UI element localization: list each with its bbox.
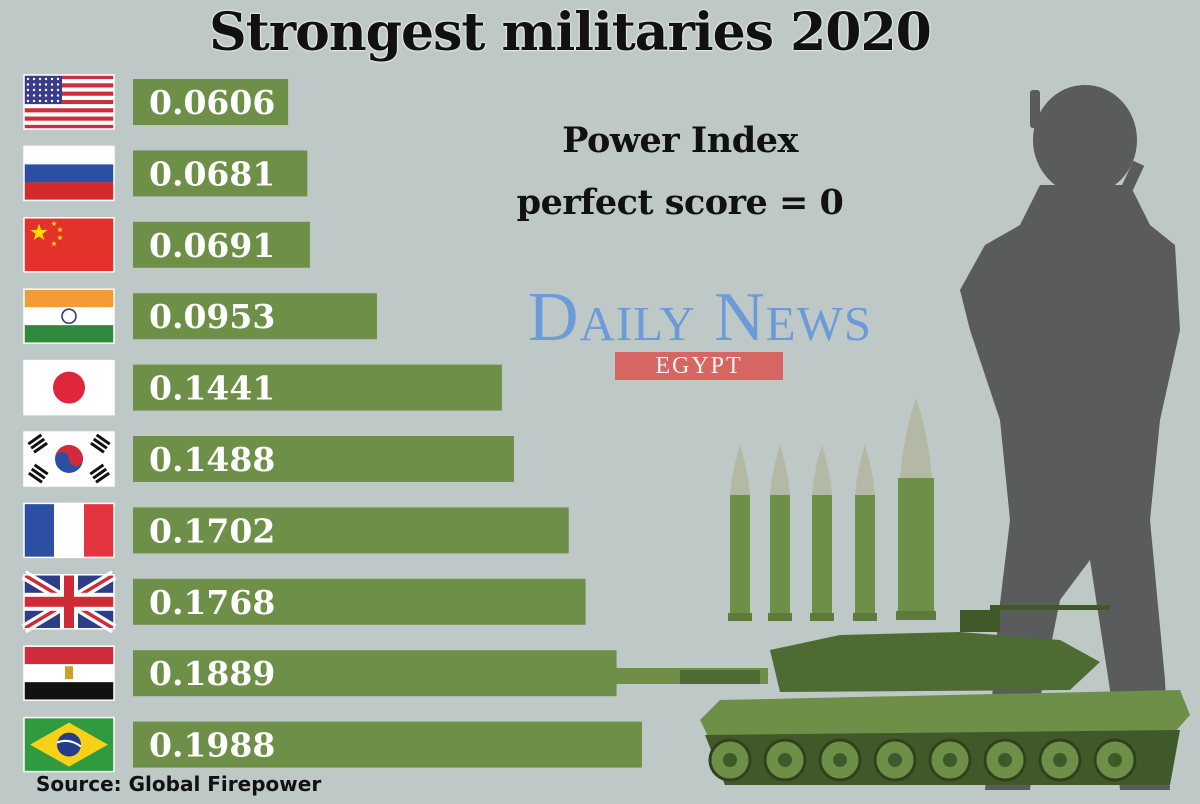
flags xyxy=(21,74,117,773)
brand-logo: Daily News xyxy=(527,279,873,356)
flag-usa xyxy=(23,74,115,130)
flag-india xyxy=(23,288,115,344)
bar xyxy=(133,221,310,268)
bar xyxy=(133,721,642,768)
bar xyxy=(133,507,569,554)
bar xyxy=(133,650,617,697)
source-note: Source: Global Firepower xyxy=(36,772,322,796)
bars: 0.0606 0.0681 0.0691 0.0953 0.1441 0.1488 0.17… xyxy=(133,79,642,768)
bar-value-label: 0.0681 xyxy=(149,154,275,193)
brand-sub-badge: EGYPT xyxy=(615,352,783,380)
bar-value-label: 0.0606 xyxy=(149,83,275,122)
bar xyxy=(133,150,308,197)
flag-france xyxy=(23,502,115,559)
bar-value-label: 0.1441 xyxy=(149,369,275,408)
flag-russia xyxy=(23,145,115,202)
flag-japan xyxy=(23,359,115,416)
ammunition-rounds xyxy=(728,398,936,621)
tank-wheels xyxy=(708,738,1137,782)
chart-subtitle: Power Index perfect score = 0 xyxy=(470,110,890,234)
bar-value-label: 0.1768 xyxy=(149,583,275,622)
flag-egypt xyxy=(23,645,115,701)
subtitle-line-2: perfect score = 0 xyxy=(516,182,844,223)
bar-value-label: 0.0953 xyxy=(149,297,275,336)
bar xyxy=(133,436,514,482)
subtitle-line-1: Power Index xyxy=(562,120,798,161)
flag-brazil xyxy=(23,716,115,773)
bar-value-label: 0.0691 xyxy=(149,226,275,265)
bar-value-label: 0.1988 xyxy=(149,726,275,765)
flag-china xyxy=(23,217,115,273)
bar-value-label: 0.1702 xyxy=(149,511,275,550)
flag-south-korea xyxy=(23,431,115,487)
bar xyxy=(133,79,289,125)
chart-title: Strongest militaries 2020 xyxy=(209,2,932,63)
bar xyxy=(133,364,502,411)
bar xyxy=(133,578,586,625)
bar-value-label: 0.1889 xyxy=(149,654,275,693)
flag-uk xyxy=(21,570,117,634)
bar-value-label: 0.1488 xyxy=(149,440,275,479)
bar xyxy=(133,293,377,340)
